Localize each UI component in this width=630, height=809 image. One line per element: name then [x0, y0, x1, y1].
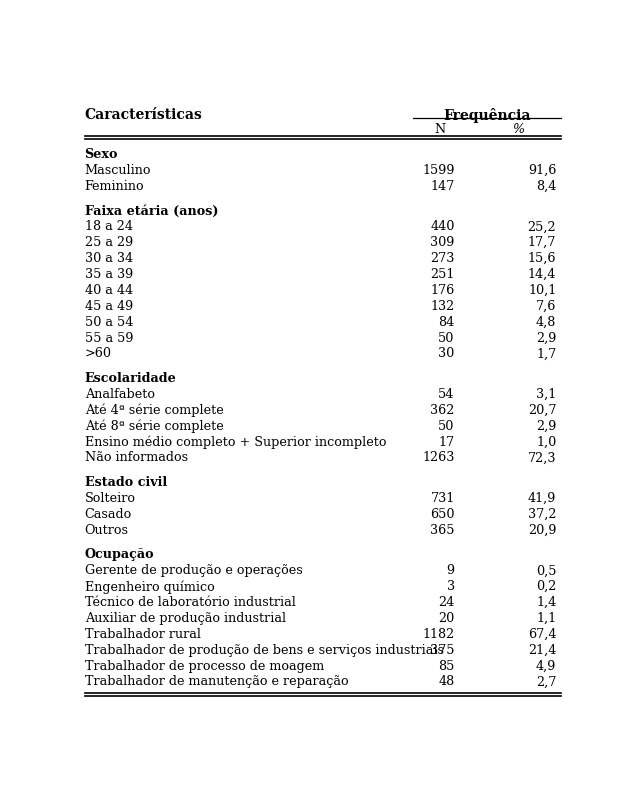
Text: 30: 30 [438, 347, 455, 361]
Text: 41,9: 41,9 [528, 492, 556, 505]
Text: Ocupação: Ocupação [84, 549, 154, 561]
Text: 273: 273 [430, 252, 455, 265]
Text: 50: 50 [438, 420, 455, 433]
Text: 25 a 29: 25 a 29 [84, 236, 133, 249]
Text: Feminino: Feminino [84, 180, 144, 193]
Text: 30 a 34: 30 a 34 [84, 252, 133, 265]
Text: 14,4: 14,4 [528, 268, 556, 281]
Text: Ensino médio completo + Superior incompleto: Ensino médio completo + Superior incompl… [84, 435, 386, 449]
Text: Trabalhador de manutenção e reparação: Trabalhador de manutenção e reparação [84, 676, 348, 688]
Text: 25,2: 25,2 [528, 220, 556, 233]
Text: 132: 132 [430, 300, 455, 313]
Text: 362: 362 [430, 404, 455, 417]
Text: 15,6: 15,6 [528, 252, 556, 265]
Text: Trabalhador rural: Trabalhador rural [84, 628, 200, 641]
Text: Sexo: Sexo [84, 148, 118, 161]
Text: 91,6: 91,6 [528, 164, 556, 177]
Text: Técnico de laboratório industrial: Técnico de laboratório industrial [84, 596, 295, 609]
Text: 4,9: 4,9 [536, 659, 556, 672]
Text: 50 a 54: 50 a 54 [84, 316, 133, 328]
Text: Escolaridade: Escolaridade [84, 372, 176, 385]
Text: 21,4: 21,4 [528, 644, 556, 657]
Text: 4,8: 4,8 [536, 316, 556, 328]
Text: 54: 54 [438, 388, 455, 401]
Text: Gerente de produção e operações: Gerente de produção e operações [84, 564, 302, 578]
Text: Estado civil: Estado civil [84, 477, 167, 489]
Text: N: N [435, 123, 445, 136]
Text: 45 a 49: 45 a 49 [84, 300, 133, 313]
Text: 147: 147 [430, 180, 455, 193]
Text: 365: 365 [430, 523, 455, 536]
Text: 1,0: 1,0 [536, 435, 556, 449]
Text: Frequência: Frequência [444, 108, 531, 123]
Text: 20: 20 [438, 612, 455, 625]
Text: 72,3: 72,3 [528, 451, 556, 464]
Text: Até 8ª série complete: Até 8ª série complete [84, 420, 224, 433]
Text: Não informados: Não informados [84, 451, 188, 464]
Text: Masculino: Masculino [84, 164, 151, 177]
Text: 2,9: 2,9 [536, 332, 556, 345]
Text: 0,2: 0,2 [536, 580, 556, 593]
Text: Até 4ª série complete: Até 4ª série complete [84, 404, 224, 417]
Text: 55 a 59: 55 a 59 [84, 332, 133, 345]
Text: Casado: Casado [84, 508, 132, 521]
Text: Solteiro: Solteiro [84, 492, 135, 505]
Text: 9: 9 [447, 564, 455, 578]
Text: 35 a 39: 35 a 39 [84, 268, 133, 281]
Text: 7,6: 7,6 [536, 300, 556, 313]
Text: 17: 17 [438, 435, 455, 449]
Text: Analfabeto: Analfabeto [84, 388, 154, 401]
Text: 2,7: 2,7 [536, 676, 556, 688]
Text: 18 a 24: 18 a 24 [84, 220, 132, 233]
Text: Auxiliar de produção industrial: Auxiliar de produção industrial [84, 612, 286, 625]
Text: 50: 50 [438, 332, 455, 345]
Text: 20,7: 20,7 [528, 404, 556, 417]
Text: Características: Características [84, 108, 202, 122]
Text: 10,1: 10,1 [528, 284, 556, 297]
Text: 8,4: 8,4 [536, 180, 556, 193]
Text: 176: 176 [430, 284, 455, 297]
Text: Trabalhador de processo de moagem: Trabalhador de processo de moagem [84, 659, 324, 672]
Text: Trabalhador de produção de bens e serviços industriais: Trabalhador de produção de bens e serviç… [84, 644, 444, 657]
Text: 731: 731 [430, 492, 455, 505]
Text: 17,7: 17,7 [528, 236, 556, 249]
Text: 1182: 1182 [423, 628, 455, 641]
Text: %: % [512, 123, 524, 136]
Text: 20,9: 20,9 [528, 523, 556, 536]
Text: 40 a 44: 40 a 44 [84, 284, 133, 297]
Text: 1599: 1599 [422, 164, 455, 177]
Text: Faixa etária (anos): Faixa etária (anos) [84, 205, 218, 218]
Text: 1,1: 1,1 [536, 612, 556, 625]
Text: Engenheiro químico: Engenheiro químico [84, 580, 214, 594]
Text: 650: 650 [430, 508, 455, 521]
Text: 67,4: 67,4 [528, 628, 556, 641]
Text: Outros: Outros [84, 523, 129, 536]
Text: 251: 251 [430, 268, 455, 281]
Text: >60: >60 [84, 347, 112, 361]
Text: 309: 309 [430, 236, 455, 249]
Text: 24: 24 [438, 596, 455, 609]
Text: 375: 375 [430, 644, 455, 657]
Text: 85: 85 [438, 659, 455, 672]
Text: 3,1: 3,1 [536, 388, 556, 401]
Text: 3: 3 [447, 580, 455, 593]
Text: 0,5: 0,5 [536, 564, 556, 578]
Text: 37,2: 37,2 [528, 508, 556, 521]
Text: 84: 84 [438, 316, 455, 328]
Text: 1,4: 1,4 [536, 596, 556, 609]
Text: 1,7: 1,7 [536, 347, 556, 361]
Text: 1263: 1263 [422, 451, 455, 464]
Text: 440: 440 [430, 220, 455, 233]
Text: 48: 48 [438, 676, 455, 688]
Text: 2,9: 2,9 [536, 420, 556, 433]
